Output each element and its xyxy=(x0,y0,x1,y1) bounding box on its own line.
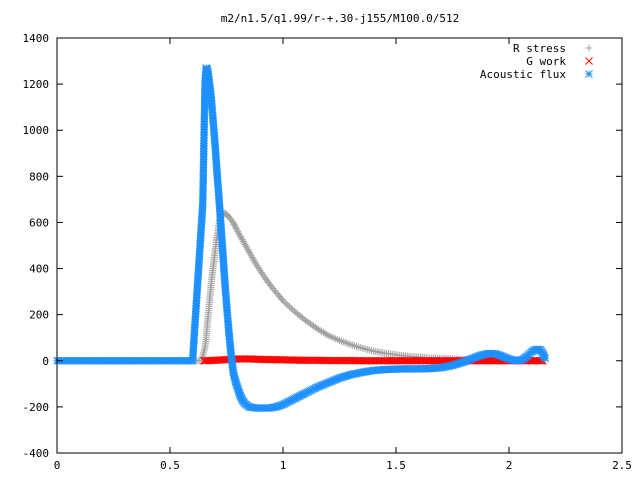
data-point xyxy=(246,250,254,258)
data-point xyxy=(235,229,243,237)
legend-label: Acoustic flux xyxy=(480,68,566,81)
data-point xyxy=(351,342,359,350)
data-point xyxy=(287,304,295,312)
data-point xyxy=(281,298,289,306)
data-point xyxy=(245,247,253,255)
data-point xyxy=(246,249,254,257)
data-point xyxy=(285,303,293,311)
data-point xyxy=(354,343,362,351)
legend-marker xyxy=(585,70,593,78)
y-tick-label: 1200 xyxy=(23,78,50,91)
x-tick-label: 1.5 xyxy=(386,459,406,472)
data-point xyxy=(356,344,364,352)
data-point xyxy=(541,354,550,363)
data-point xyxy=(247,252,255,260)
y-tick-label: 1400 xyxy=(23,32,50,45)
y-tick-label: 1000 xyxy=(23,124,50,137)
data-point xyxy=(238,236,246,244)
y-tick-label: 0 xyxy=(42,355,49,368)
data-point xyxy=(284,301,292,309)
chart-title: m2/n1.5/q1.99/r-+.30-j155/M100.0/512 xyxy=(221,12,459,25)
data-point xyxy=(352,342,360,350)
data-point xyxy=(244,245,252,253)
y-tick-label: 200 xyxy=(29,309,49,322)
data-point xyxy=(236,231,244,239)
series-r-stress xyxy=(53,209,547,365)
data-point xyxy=(237,233,245,241)
y-tick-label: 400 xyxy=(29,263,49,276)
legend-marker xyxy=(585,57,593,65)
data-point xyxy=(232,223,240,231)
data-point xyxy=(249,255,257,263)
x-tick-label: 1 xyxy=(280,459,287,472)
series-acoustic-flux xyxy=(53,64,550,412)
data-point xyxy=(239,237,247,245)
plot-frame xyxy=(56,37,623,454)
legend-marker xyxy=(585,44,593,52)
data-point xyxy=(241,241,249,249)
y-tick-label: -400 xyxy=(23,447,50,460)
data-point xyxy=(248,253,256,261)
legend-label: G work xyxy=(526,55,566,68)
y-tick-label: 800 xyxy=(29,170,49,183)
y-tick-label: -200 xyxy=(23,401,50,414)
data-point xyxy=(240,239,248,247)
x-tick-label: 2 xyxy=(506,459,513,472)
data-point xyxy=(234,228,242,236)
x-tick-label: 0 xyxy=(54,459,61,472)
axes: 0 0.5 1 1.5 2 2.5 -400 -200 0 200 400 600 800 1000 120… xyxy=(23,32,632,472)
data-point xyxy=(233,226,241,234)
plot-area xyxy=(53,64,550,412)
y-tick-label: 600 xyxy=(29,216,49,229)
legend-label: R stress xyxy=(513,42,566,55)
data-point xyxy=(242,242,250,250)
x-tick-label: 0.5 xyxy=(160,459,180,472)
data-point xyxy=(243,244,251,252)
x-tick-label: 2.5 xyxy=(612,459,632,472)
data-point xyxy=(279,297,287,305)
data-point xyxy=(231,222,239,230)
data-point xyxy=(282,300,290,308)
data-point xyxy=(237,234,245,242)
data-point xyxy=(232,225,240,233)
data-point xyxy=(250,257,258,265)
